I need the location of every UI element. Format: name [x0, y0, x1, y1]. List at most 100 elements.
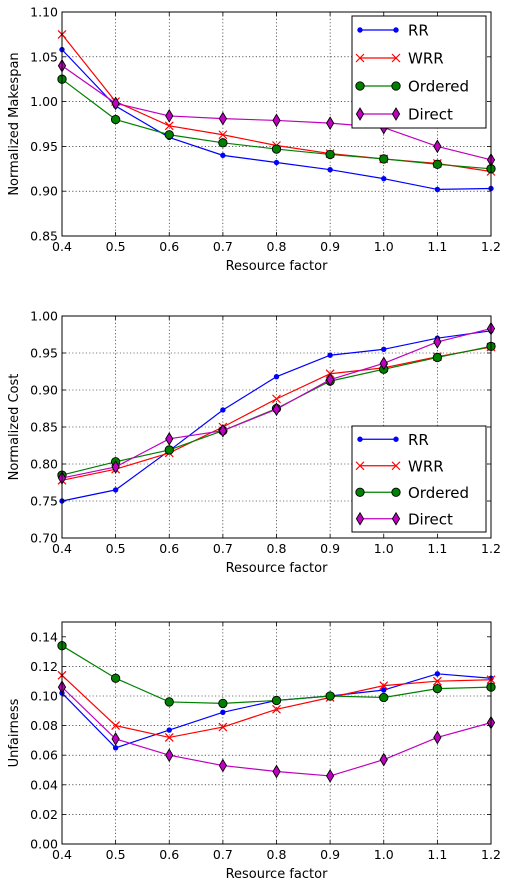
y-tick-label: 1.05 — [30, 49, 58, 64]
data-point-direct — [165, 748, 174, 763]
data-point-ordered — [110, 673, 121, 683]
data-point-direct — [433, 139, 442, 154]
chart-panel-2: 0.4 0.5 0.6 0.7 0.8 0.9 1.0 1.1 1.2 0.70 0.75 0.80 0… — [7, 309, 501, 577]
y-tick-label: 0.06 — [30, 748, 58, 763]
legend-label: RR — [408, 22, 429, 40]
data-point-ordered — [379, 154, 389, 164]
data-point-direct — [272, 764, 281, 779]
y-tick-label: 0.02 — [30, 807, 58, 822]
data-point-rr — [166, 727, 172, 733]
legend-item-rr: RR — [357, 22, 429, 40]
series-direct — [57, 58, 496, 167]
legend-box — [351, 425, 487, 533]
y-tick-label: 0.85 — [30, 420, 58, 435]
data-point-ordered — [432, 352, 443, 363]
x-tick-label: 0.7 — [213, 541, 233, 556]
series-ordered — [57, 641, 496, 709]
y-tick-label: 0.10 — [30, 689, 58, 704]
data-point-ordered — [164, 445, 174, 455]
x-tick-label: 0.7 — [213, 239, 233, 254]
legend-marker — [357, 436, 363, 442]
legend-marker — [355, 81, 365, 91]
data-point-ordered — [164, 130, 174, 140]
legend-marker — [355, 53, 365, 63]
data-point-rr — [381, 346, 387, 352]
legend-marker — [393, 27, 399, 33]
data-point-rr — [273, 373, 280, 380]
legend: RR WRR Ordered Direct — [351, 425, 487, 533]
data-point-rr — [434, 186, 441, 193]
data-point-direct — [326, 769, 335, 783]
data-point-direct — [326, 116, 335, 130]
data-point-direct — [111, 460, 120, 474]
x-axis-label: Resource factor — [226, 561, 328, 576]
x-tick-label: 0.5 — [106, 847, 126, 862]
y-tick-label: 1.00 — [30, 94, 58, 109]
x-tick-label: 1.2 — [481, 847, 501, 862]
data-point-ordered — [218, 138, 228, 148]
legend-label: Direct — [408, 510, 453, 528]
data-point-ordered — [432, 683, 443, 694]
data-point-rr — [273, 159, 280, 166]
y-tick-label: 1.00 — [30, 309, 58, 324]
legend-marker — [391, 487, 401, 497]
legend-label: RR — [408, 431, 429, 449]
data-point-wrr — [111, 721, 121, 731]
data-point-ordered — [432, 159, 443, 169]
data-point-direct — [218, 758, 227, 773]
legend-item-rr: RR — [357, 431, 429, 449]
legend-marker — [355, 487, 365, 497]
data-point-ordered — [164, 697, 174, 707]
data-point-wrr — [164, 733, 174, 742]
x-tick-label: 0.9 — [320, 239, 340, 254]
series-direct — [57, 321, 496, 485]
y-tick-label: 0.80 — [30, 457, 58, 472]
y-tick-label: 0.75 — [30, 494, 58, 509]
legend-marker — [355, 107, 365, 121]
plot-area — [62, 622, 491, 844]
x-tick-label: 0.4 — [52, 239, 72, 254]
grid — [62, 622, 491, 844]
legend-label: Direct — [408, 106, 453, 124]
x-tick-label: 0.8 — [267, 541, 287, 556]
data-point-wrr — [218, 722, 228, 732]
data-point-rr — [112, 487, 119, 493]
x-tick-label: 0.6 — [159, 541, 179, 556]
legend-marker — [391, 461, 401, 471]
data-point-direct — [111, 96, 120, 111]
y-tick-label: 0.04 — [30, 777, 58, 792]
legend-marker — [391, 107, 401, 121]
x-tick-label: 0.5 — [106, 541, 126, 556]
data-point-rr — [381, 687, 387, 693]
x-tick-label: 1.1 — [427, 847, 447, 862]
data-point-direct — [272, 402, 281, 417]
x-tick-label: 0.9 — [320, 847, 340, 862]
x-tick-label: 0.6 — [159, 239, 179, 254]
legend-item-wrr: WRR — [355, 50, 444, 68]
x-tick-label: 0.8 — [267, 847, 287, 862]
x-tick-label: 0.6 — [159, 847, 179, 862]
data-point-direct — [379, 752, 388, 767]
legend-marker — [355, 461, 365, 471]
x-tick-label: 0.7 — [213, 847, 233, 862]
data-point-wrr — [218, 130, 228, 140]
ticks: 0.4 0.5 0.6 0.7 0.8 0.9 1.0 1.1 1.2 0.85 0.90 0.95 1… — [30, 5, 501, 255]
y-tick-label: 0.90 — [30, 184, 58, 199]
y-tick-label: 0.12 — [30, 659, 58, 674]
data-point-rr — [220, 152, 226, 159]
data-point-wrr — [379, 681, 389, 691]
legend-item-ordered: Ordered — [355, 78, 469, 96]
legend-marker — [391, 81, 401, 91]
data-point-ordered — [271, 695, 282, 706]
legend-item-direct: Direct — [355, 510, 453, 528]
y-tick-label: 0.14 — [30, 629, 58, 644]
y-tick-label: 1.10 — [30, 5, 58, 20]
data-point-direct — [218, 423, 227, 438]
y-axis-label: Normalized Makespan — [7, 52, 22, 195]
legend-label: WRR — [408, 50, 444, 68]
ticks: 0.4 0.5 0.6 0.7 0.8 0.9 1.0 1.1 1.2 0.70 0.75 0.80 0… — [30, 309, 501, 557]
y-tick-label: 0.85 — [30, 229, 58, 244]
data-point-direct — [379, 356, 388, 371]
legend-marker — [357, 27, 363, 33]
x-tick-label: 0.4 — [52, 541, 72, 556]
